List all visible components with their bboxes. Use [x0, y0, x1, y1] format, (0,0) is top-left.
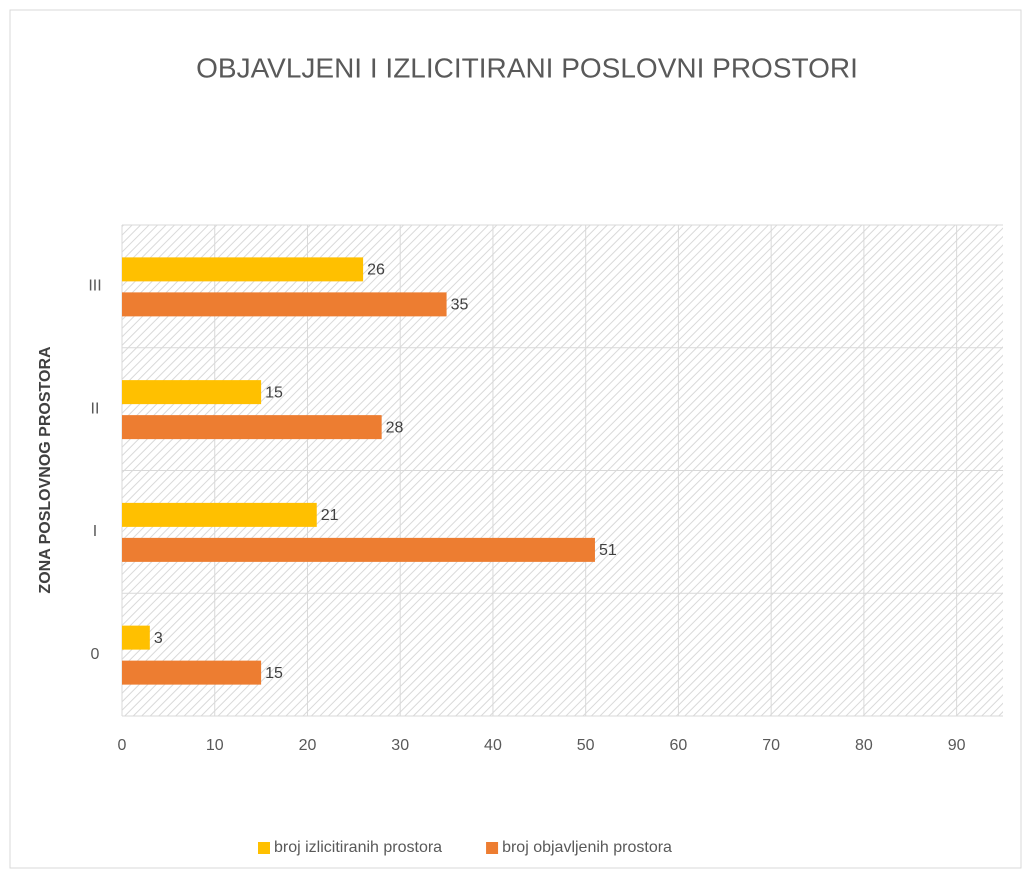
data-label: 15 [265, 384, 283, 401]
legend-swatch [258, 842, 270, 854]
data-label: 28 [386, 419, 404, 436]
y-tick-label: 0 [91, 646, 100, 663]
data-label: 35 [451, 297, 469, 314]
data-label: 15 [265, 665, 283, 682]
y-axis-label: ZONA POSLOVNOG PROSTORA [37, 346, 54, 594]
bar [122, 660, 262, 685]
bar [122, 625, 150, 650]
x-tick-label: 40 [484, 737, 502, 754]
bar [122, 292, 447, 317]
data-label: 3 [154, 630, 163, 647]
bar [122, 257, 364, 282]
bar [122, 502, 317, 527]
x-tick-label: 70 [762, 737, 780, 754]
bar [122, 415, 382, 440]
data-label: 51 [599, 542, 617, 559]
data-label: 21 [321, 507, 339, 524]
chart-title: OBJAVLJENI I IZLICITIRANI POSLOVNI PROST… [196, 52, 858, 83]
x-tick-label: 20 [299, 737, 317, 754]
x-tick-label: 50 [577, 737, 595, 754]
x-tick-label: 0 [118, 737, 127, 754]
bar [122, 380, 262, 405]
x-tick-label: 30 [391, 737, 409, 754]
x-tick-label: 80 [855, 737, 873, 754]
y-tick-label: III [88, 278, 101, 295]
legend-label: broj objavljenih prostora [502, 839, 672, 856]
x-tick-label: 90 [948, 737, 966, 754]
bar [122, 537, 595, 562]
x-tick-label: 10 [206, 737, 224, 754]
legend-swatch [486, 842, 499, 854]
data-label: 26 [367, 262, 385, 279]
x-tick-label: 60 [670, 737, 688, 754]
y-tick-label: I [93, 523, 97, 540]
y-tick-label: II [91, 400, 100, 417]
legend-label: broj izlicitiranih prostora [274, 839, 442, 856]
